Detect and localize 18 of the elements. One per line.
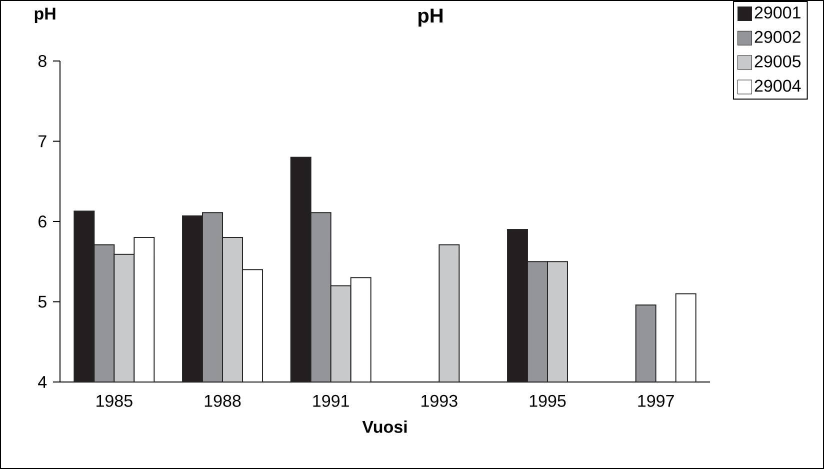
x-tick-label: 1995 (530, 394, 566, 407)
y-axis-title: pH (34, 8, 56, 24)
x-tick-label: 1993 (422, 394, 458, 407)
legend-label: 29001 (754, 6, 800, 19)
legend-label: 29004 (754, 80, 801, 92)
x-axis-title: Vuosi (362, 420, 407, 433)
legend-label: 29005 (754, 55, 801, 68)
y-tick-label: 7 (38, 135, 46, 148)
y-tick-label: 4 (38, 376, 47, 388)
y-tick-label: 6 (38, 215, 46, 228)
x-tick-label: 1991 (313, 394, 349, 407)
x-tick-label: 1985 (96, 394, 132, 407)
y-tick-label: 5 (38, 296, 46, 308)
x-tick-label: 1988 (204, 394, 241, 407)
chart-title: pH (418, 8, 442, 27)
legend-label: 29002 (754, 30, 800, 43)
y-tick-label: 8 (38, 54, 46, 68)
x-tick-label: 1997 (638, 394, 674, 407)
